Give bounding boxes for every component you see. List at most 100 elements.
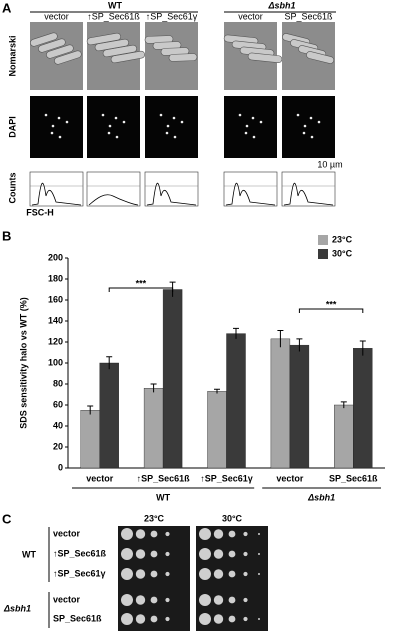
micrograph	[87, 96, 140, 158]
nucleus	[108, 124, 112, 128]
nucleus	[310, 135, 314, 139]
nucleus	[317, 120, 321, 124]
nucleus	[166, 124, 170, 128]
error-bar	[150, 383, 157, 393]
colony-spot	[150, 615, 158, 623]
row-label: vector	[53, 528, 81, 538]
nucleus	[296, 113, 300, 117]
histogram-curve	[146, 183, 197, 206]
nucleus	[122, 120, 126, 124]
column-label: ↑SP_Sec61ß	[87, 11, 140, 21]
x-tick-label: vector	[276, 473, 304, 483]
panel-label: B	[2, 228, 11, 243]
legend-swatch	[318, 249, 328, 259]
histogram	[86, 171, 141, 207]
row-label: DAPI	[7, 116, 17, 138]
colony-spot	[165, 616, 170, 622]
colony-spot	[213, 614, 224, 624]
nucleus	[57, 116, 61, 120]
colony-spot	[121, 568, 133, 580]
bar	[334, 404, 354, 469]
nucleus	[165, 131, 169, 135]
colony-spot	[228, 615, 236, 623]
legend-label: 30°C	[332, 248, 353, 258]
micrograph	[282, 96, 335, 158]
row-label: SP_Sec61ß	[53, 613, 102, 623]
nucleus	[159, 113, 163, 117]
group-label: Δsbh1	[267, 0, 295, 10]
nucleus	[180, 120, 184, 124]
colony-spot	[121, 528, 133, 540]
x-tick-label: SP_Sec61ß	[329, 473, 378, 483]
nucleus	[244, 131, 248, 135]
bar	[270, 338, 291, 469]
bar	[353, 348, 373, 469]
nucleus	[259, 120, 263, 124]
colony-spot	[228, 530, 236, 538]
y-tick-label: 100	[48, 357, 63, 367]
bar	[80, 410, 100, 469]
y-tick-label: 200	[48, 252, 63, 262]
colony-spot	[135, 614, 146, 624]
colony-spot	[135, 569, 146, 579]
bar	[226, 333, 246, 469]
nucleus	[252, 135, 256, 139]
nucleus	[302, 131, 306, 135]
colony-spot	[213, 529, 224, 539]
colony-spot	[199, 548, 211, 560]
group-label: WT	[156, 492, 170, 502]
column-label: 30°C	[222, 513, 243, 523]
colony-spot	[165, 597, 170, 603]
cell	[38, 38, 66, 53]
colony-spot	[199, 613, 211, 625]
row-label: ↑SP_Sec61γ	[53, 568, 106, 578]
colony-spot	[121, 594, 133, 606]
panel-label: C	[2, 511, 12, 526]
colony-spot	[199, 594, 211, 606]
nucleus	[238, 113, 242, 117]
cell	[46, 44, 74, 59]
error-bar	[214, 388, 220, 394]
column-label: vector	[44, 11, 69, 21]
x-tick-label: ↑SP_Sec61ß	[137, 473, 191, 483]
colony-spot	[243, 571, 248, 577]
colony-spot	[258, 533, 260, 535]
histogram-curve	[225, 183, 276, 206]
nucleus	[50, 131, 54, 135]
y-tick-label: 0	[58, 462, 63, 472]
nucleus	[115, 135, 119, 139]
nucleus	[65, 120, 69, 124]
colony-spot	[165, 571, 170, 577]
histogram	[223, 171, 278, 207]
bar	[289, 344, 310, 469]
column-label: ↑SP_Sec61γ	[146, 11, 198, 21]
nucleus	[251, 116, 255, 120]
colony-spot	[121, 613, 133, 625]
y-tick-label: 40	[53, 420, 63, 430]
significance-bracket	[108, 287, 174, 292]
colony-spot	[243, 616, 248, 622]
cell	[110, 50, 145, 64]
colony-spot	[199, 528, 211, 540]
y-tick-label: 80	[53, 378, 63, 388]
cell	[54, 50, 82, 65]
nucleus	[173, 135, 177, 139]
nucleus	[51, 124, 55, 128]
histogram-curve	[283, 183, 334, 206]
group-label: WT	[108, 0, 122, 10]
colony-spot	[243, 531, 248, 537]
error-bar	[106, 356, 113, 370]
column-label: 23°C	[144, 513, 165, 523]
column-label: SP_Sec61ß	[284, 11, 333, 21]
colony-spot	[135, 549, 146, 559]
panel-label: A	[2, 0, 12, 15]
significance-bracket	[298, 308, 364, 313]
row-label: ↑SP_Sec61ß	[53, 548, 107, 558]
error-bar	[277, 329, 284, 348]
histogram	[281, 171, 336, 207]
micrograph	[30, 96, 83, 158]
bar	[99, 362, 119, 469]
micrograph	[145, 96, 198, 158]
cell	[247, 52, 283, 64]
